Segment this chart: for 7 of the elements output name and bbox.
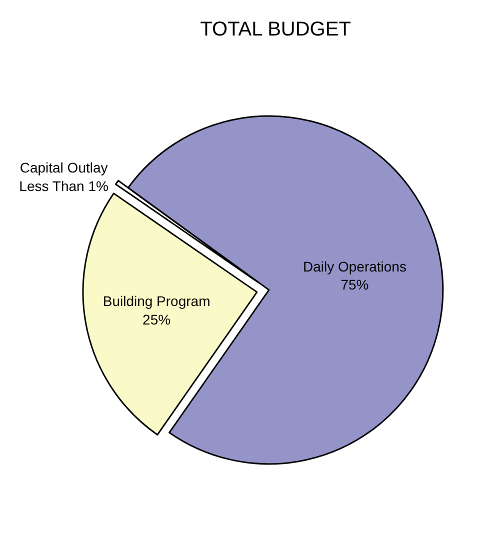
slice-label: Capital Outlay bbox=[20, 160, 108, 176]
slice-label: Building Program bbox=[102, 293, 210, 310]
data-label: Less Than 1% bbox=[19, 178, 108, 194]
data-label: 75% bbox=[340, 276, 369, 293]
data-label: 25% bbox=[142, 311, 171, 328]
slice-label: Daily Operations bbox=[302, 258, 406, 274]
chart-title: TOTAL BUDGET bbox=[200, 18, 351, 41]
